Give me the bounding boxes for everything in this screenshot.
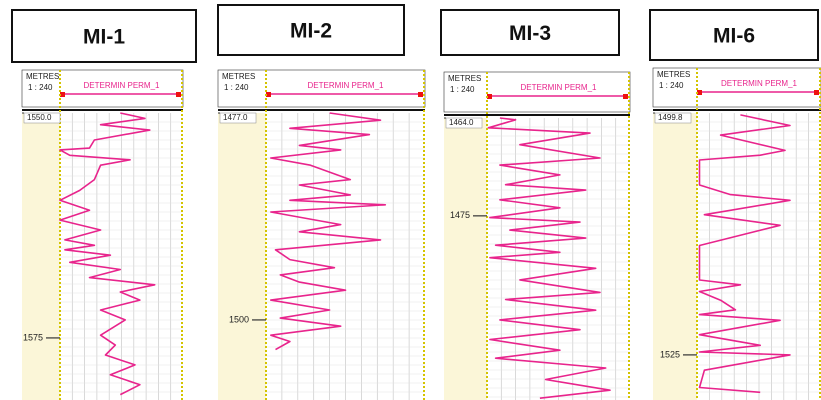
scale-label: 1 : 240 [224,83,249,92]
depth-tick-label: 1464.0 [449,118,474,127]
panel-title: MI-6 [713,25,755,48]
title-box [11,9,197,63]
scale-end [814,90,819,95]
scale-label: 1 : 240 [450,85,475,94]
depth-tick-label: 1575 [23,332,43,342]
depth-label: METRES [26,72,59,81]
header [21,69,184,108]
depth-label: METRES [657,70,690,79]
top-depth-box [445,117,483,129]
depth-tick-label: 1499.8 [658,113,683,122]
title-box [649,9,819,61]
panel-title: MI-1 [83,26,125,49]
log-panel: MI-1 METRES 1 : 240 DETERMIN PERM_1 1550.0 15… [11,9,197,400]
depth-label: METRES [222,72,255,81]
depth-track [22,113,60,400]
scale-label: 1 : 240 [659,81,684,90]
top-depth-box [23,112,61,124]
curve-name: DETERMIN PERM_1 [721,79,798,88]
scale-end [418,92,423,97]
depth-label: METRES [448,74,481,83]
perm-curve [698,114,791,394]
title-box [440,9,620,56]
depth-tick-label: 1550.0 [27,113,52,122]
scale-label: 1 : 240 [28,83,53,92]
depth-track [444,118,487,400]
scale-end [623,94,628,99]
panel-title: MI-2 [290,20,332,43]
perm-curve [270,112,387,351]
perm-curve [487,117,611,399]
log-panel: MI-6 METRES 1 : 240 DETERMIN PERM_1 1499.8 15… [649,9,821,400]
depth-tick-label: 1475 [450,210,470,220]
scale-end [266,92,271,97]
header [443,71,631,113]
depth-tick-label: 1500 [229,314,249,324]
panel-title: MI-3 [509,22,551,45]
depth-tick-label: 1477.0 [223,113,248,122]
curve-name: DETERMIN PERM_1 [520,83,597,92]
title-box [217,4,405,56]
curve-name: DETERMIN PERM_1 [307,81,384,90]
header [652,67,821,108]
log-panel: MI-3 METRES 1 : 240 DETERMIN PERM_1 1464.0 14… [440,9,631,400]
depth-track [653,113,697,400]
depth-tick-label: 1525 [660,349,680,359]
depth-track [218,113,266,400]
header [217,69,426,108]
top-depth-box [654,112,692,124]
perm-curve [59,112,156,396]
top-depth-box [219,112,257,124]
scale-end [487,94,492,99]
log-panel: MI-2 METRES 1 : 240 DETERMIN PERM_1 1477.0 15… [217,4,426,400]
scale-end [60,92,65,97]
scale-end [697,90,702,95]
curve-name: DETERMIN PERM_1 [83,81,160,90]
scale-end [176,92,181,97]
